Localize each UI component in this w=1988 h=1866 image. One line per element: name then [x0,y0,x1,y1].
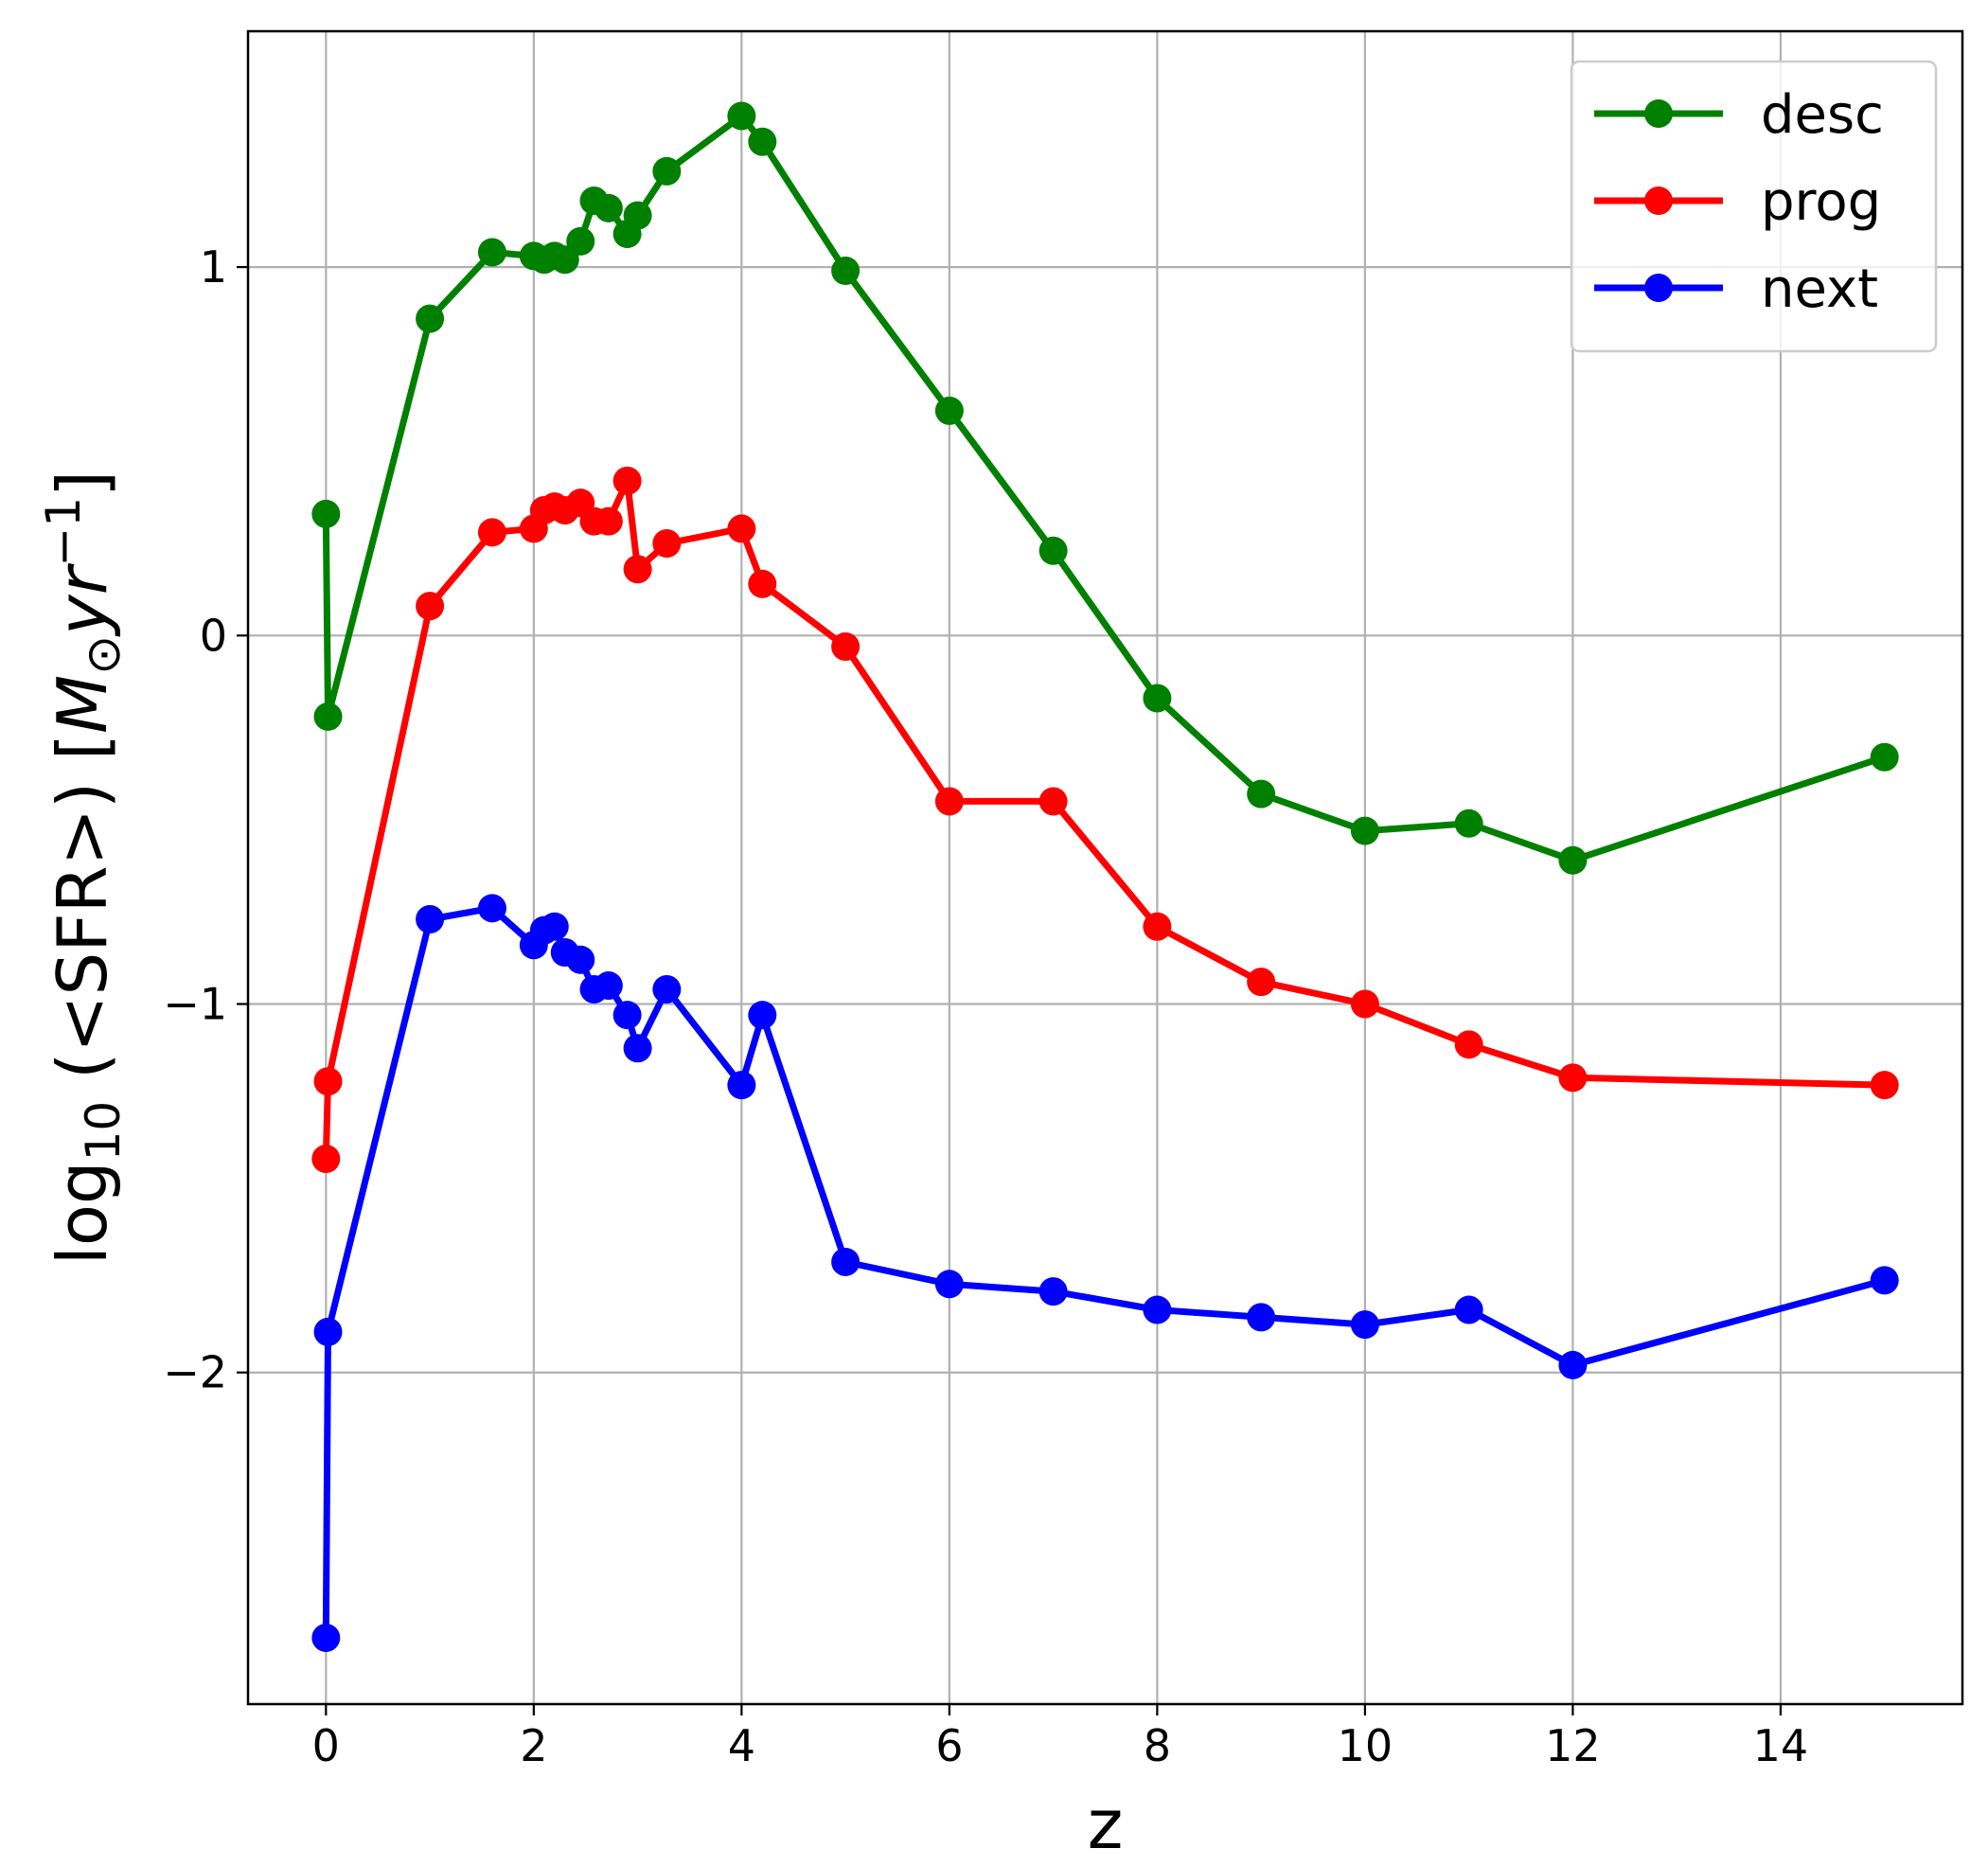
data-point-prog [748,569,777,598]
x-tick-label: 10 [1338,1720,1393,1771]
data-point-next [1870,1266,1899,1295]
data-point-prog [477,518,506,547]
data-point-prog [1454,1030,1483,1059]
data-point-next [1350,1310,1379,1340]
x-tick-label: 8 [1144,1720,1171,1771]
series-prog [311,466,1899,1173]
y-label-log: log [43,1161,122,1265]
y-label-exponent: −1 [36,497,91,567]
data-point-desc [748,127,777,156]
data-point-desc [313,702,343,731]
data-point-next [1038,1277,1068,1306]
data-point-prog [727,514,756,543]
data-point-desc [594,193,623,222]
data-point-next [477,894,506,923]
data-point-prog [831,631,861,661]
data-point-prog [594,506,623,536]
y-axis-label: log10 (<SFR>) [M⊙yr−1] [36,471,131,1265]
data-point-desc [934,396,964,425]
y-label-sun-subscript: ⊙ [76,635,131,675]
data-point-next [1558,1350,1588,1379]
data-point-desc [1350,816,1379,845]
y-label-rate: yr [43,562,122,637]
data-point-prog [652,528,682,558]
data-point-next [831,1247,861,1276]
data-point-desc [652,156,682,186]
data-point-prog [1038,787,1068,816]
data-point-next [311,1623,341,1652]
data-point-desc [1558,845,1588,875]
x-tick-label: 6 [935,1720,963,1771]
y-label-mass: M [43,675,122,734]
data-point-next [313,1317,343,1346]
x-tick-label: 2 [520,1720,547,1771]
plot-frame [246,29,1964,1706]
y-label-quantity: (<SFR>) [ [43,734,122,1101]
legend-entry-prog: prog [1594,171,1881,233]
data-point-next [566,945,595,974]
data-point-prog [313,1067,343,1096]
series-next [311,894,1899,1652]
legend-marker-prog [1644,187,1673,215]
data-point-next [612,1001,642,1030]
series-desc [311,101,1899,875]
data-point-prog [1870,1071,1899,1100]
ticks: 0 2 4 6 8 10 12 14 −2 −1 0 1 [163,241,1808,1771]
legend-marker-next [1644,274,1673,302]
data-point-prog [1350,989,1379,1019]
legend: desc prog next [1570,60,1938,353]
y-label-close: ] [43,471,122,497]
data-point-next [623,1034,652,1063]
data-point-next [1143,1295,1172,1324]
data-point-next [1454,1295,1483,1324]
y-tick-label: −2 [163,1347,227,1398]
data-point-prog [1558,1063,1588,1093]
data-point-next [1247,1303,1276,1332]
data-point-desc [477,238,506,267]
data-point-desc [1143,684,1172,713]
y-tick-label: −1 [163,979,227,1030]
data-point-next [594,971,623,1001]
data-point-prog [1143,912,1172,941]
legend-marker-desc [1644,99,1673,128]
x-tick-label: 12 [1545,1720,1601,1771]
data-point-desc [1870,742,1899,772]
data-point-prog [623,555,652,584]
legend-entry-desc: desc [1594,84,1884,146]
data-point-desc [623,201,652,230]
data-point-prog [612,466,642,495]
x-axis-label: z [1088,1785,1124,1864]
data-point-desc [831,256,861,285]
x-tick-label: 14 [1753,1720,1809,1771]
data-point-prog [1247,968,1276,997]
data-point-next [540,912,569,941]
y-tick-label: 0 [200,610,227,661]
legend-label-desc: desc [1761,84,1884,146]
data-point-desc [727,101,756,131]
data-point-next [416,904,445,933]
legend-label-prog: prog [1761,171,1881,233]
y-tick-label: 1 [200,241,227,293]
data-point-next [727,1071,756,1100]
y-label-log-subscript: 10 [76,1101,131,1162]
data-point-next [934,1270,964,1299]
series-layer [311,101,1899,1652]
data-point-desc [1454,809,1483,838]
data-point-desc [1247,779,1276,809]
data-point-desc [416,304,445,333]
legend-entry-next: next [1594,258,1878,320]
x-tick-label: 0 [312,1720,340,1771]
x-tick-label: 4 [728,1720,755,1771]
legend-label-next: next [1761,258,1878,320]
data-point-desc [311,499,341,528]
data-point-prog [311,1144,341,1173]
data-point-desc [1038,536,1068,565]
data-point-prog [416,592,445,621]
data-point-next [652,974,682,1004]
data-point-prog [934,787,964,816]
data-point-desc [566,226,595,256]
data-point-next [748,1001,777,1030]
